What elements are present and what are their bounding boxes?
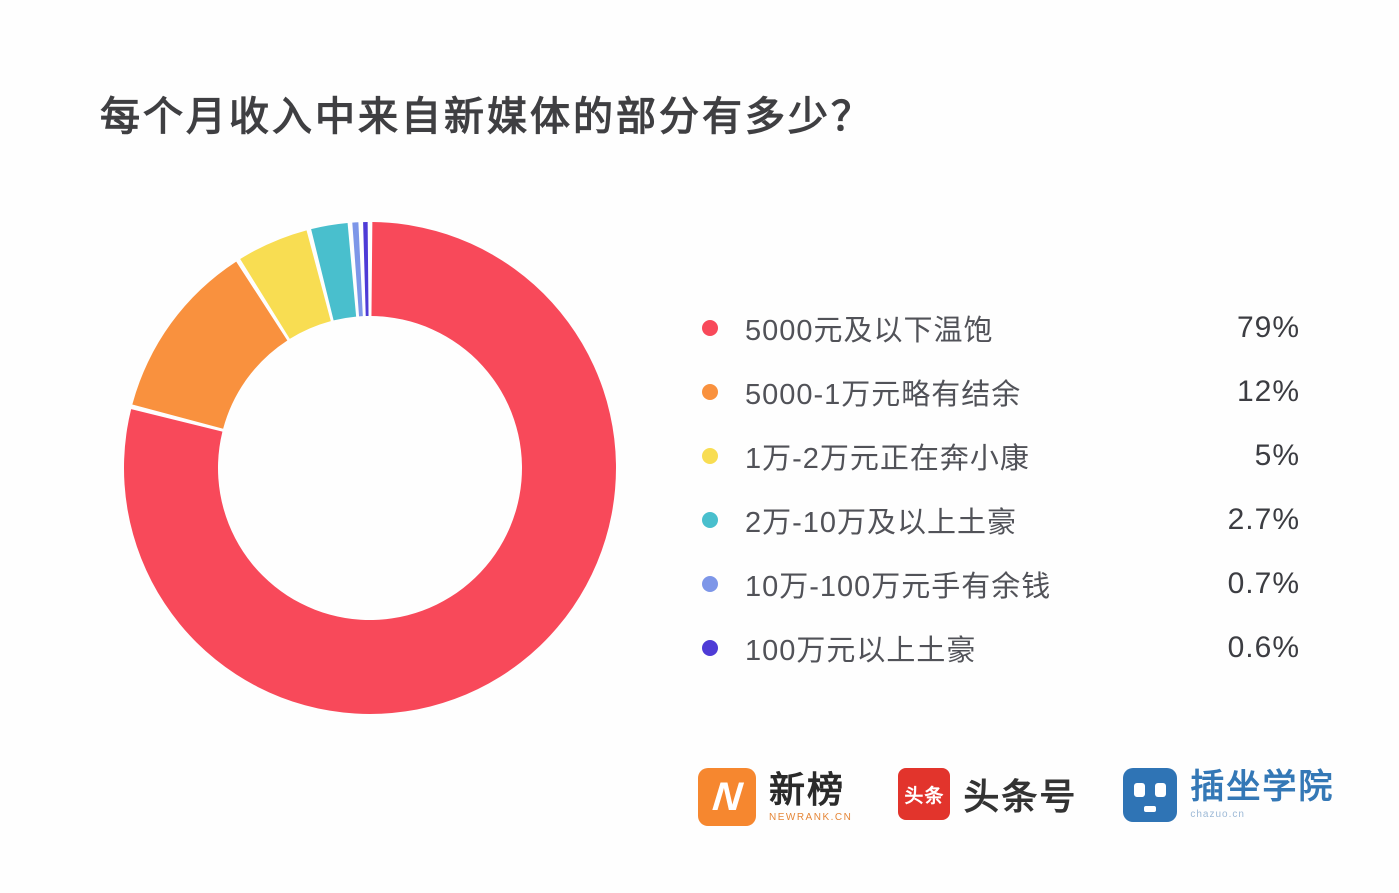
toutiao-badge-text: 头条: [904, 785, 945, 807]
legend: 5000元及以下温饱 79% 5000-1万元略有结余 12% 1万-2万元正在奔小康 5…: [702, 296, 1300, 680]
donut-segment: [311, 223, 357, 321]
donut-segment: [363, 222, 369, 317]
legend-label: 5000-1万元略有结余: [745, 379, 1022, 411]
legend-label: 5000元及以下温饱: [745, 315, 994, 347]
page-title: 每个月收入中来自新媒体的部分有多少？: [100, 95, 874, 139]
brand-newrank: N 新榜 NEWRANK.CN: [698, 768, 852, 826]
chazuo-domain-text: chazuo.cn: [1190, 808, 1245, 820]
legend-swatch-icon: [702, 512, 718, 528]
legend-label: 10万-100万元手有余钱: [745, 571, 1052, 603]
newrank-logo-icon: N: [698, 768, 756, 826]
chazuo-logo-icon: [1123, 768, 1178, 822]
legend-item: 5000-1万元略有结余 12%: [702, 360, 1300, 424]
donut-segment: [123, 222, 616, 714]
brand-chazuo: 插坐学院 chazuo.cn: [1123, 768, 1334, 822]
newrank-n-glyph: N: [710, 775, 744, 819]
legend-item: 100万元以上土豪 0.6%: [702, 616, 1300, 680]
legend-swatch-icon: [702, 576, 718, 592]
legend-label: 100万元以上土豪: [745, 635, 977, 667]
legend-value: 12%: [1236, 375, 1300, 408]
footer-logos: N 新榜 NEWRANK.CN 头条 头条号 插坐学院 chazuo.cn: [698, 768, 1334, 826]
legend-value: 5%: [1254, 439, 1300, 472]
donut-segment: [352, 222, 363, 317]
legend-value: 2.7%: [1227, 503, 1300, 536]
chazuo-mouth-icon: [1144, 806, 1157, 812]
legend-label: 1万-2万元正在奔小康: [745, 443, 1030, 475]
legend-item: 1万-2万元正在奔小康 5%: [702, 424, 1300, 488]
chazuo-eye-icon: [1155, 783, 1167, 797]
legend-swatch-icon: [702, 384, 718, 400]
legend-value: 0.6%: [1227, 631, 1300, 664]
legend-label: 2万-10万及以上土豪: [745, 507, 1018, 539]
toutiao-logo-icon: 头条: [898, 768, 951, 820]
donut-segment: [240, 230, 331, 339]
toutiao-wordmark: 头条号: [963, 776, 1078, 817]
legend-value: 79%: [1236, 311, 1300, 344]
legend-item: 2万-10万及以上土豪 2.7%: [702, 488, 1300, 552]
legend-value: 0.7%: [1227, 567, 1300, 600]
donut-chart: [123, 222, 616, 714]
legend-item: 5000元及以下温饱 79%: [702, 296, 1300, 360]
newrank-wordmark: 新榜: [769, 769, 846, 811]
chazuo-eye-icon: [1134, 783, 1146, 797]
legend-item: 10万-100万元手有余钱 0.7%: [702, 552, 1300, 616]
donut-segment: [132, 261, 288, 429]
brand-toutiao: 头条 头条号: [898, 768, 1077, 820]
chazuo-wordmark: 插坐学院: [1190, 768, 1335, 807]
legend-swatch-icon: [702, 320, 718, 336]
newrank-domain-text: NEWRANK.CN: [769, 811, 853, 823]
legend-swatch-icon: [702, 640, 718, 656]
legend-swatch-icon: [702, 448, 718, 464]
